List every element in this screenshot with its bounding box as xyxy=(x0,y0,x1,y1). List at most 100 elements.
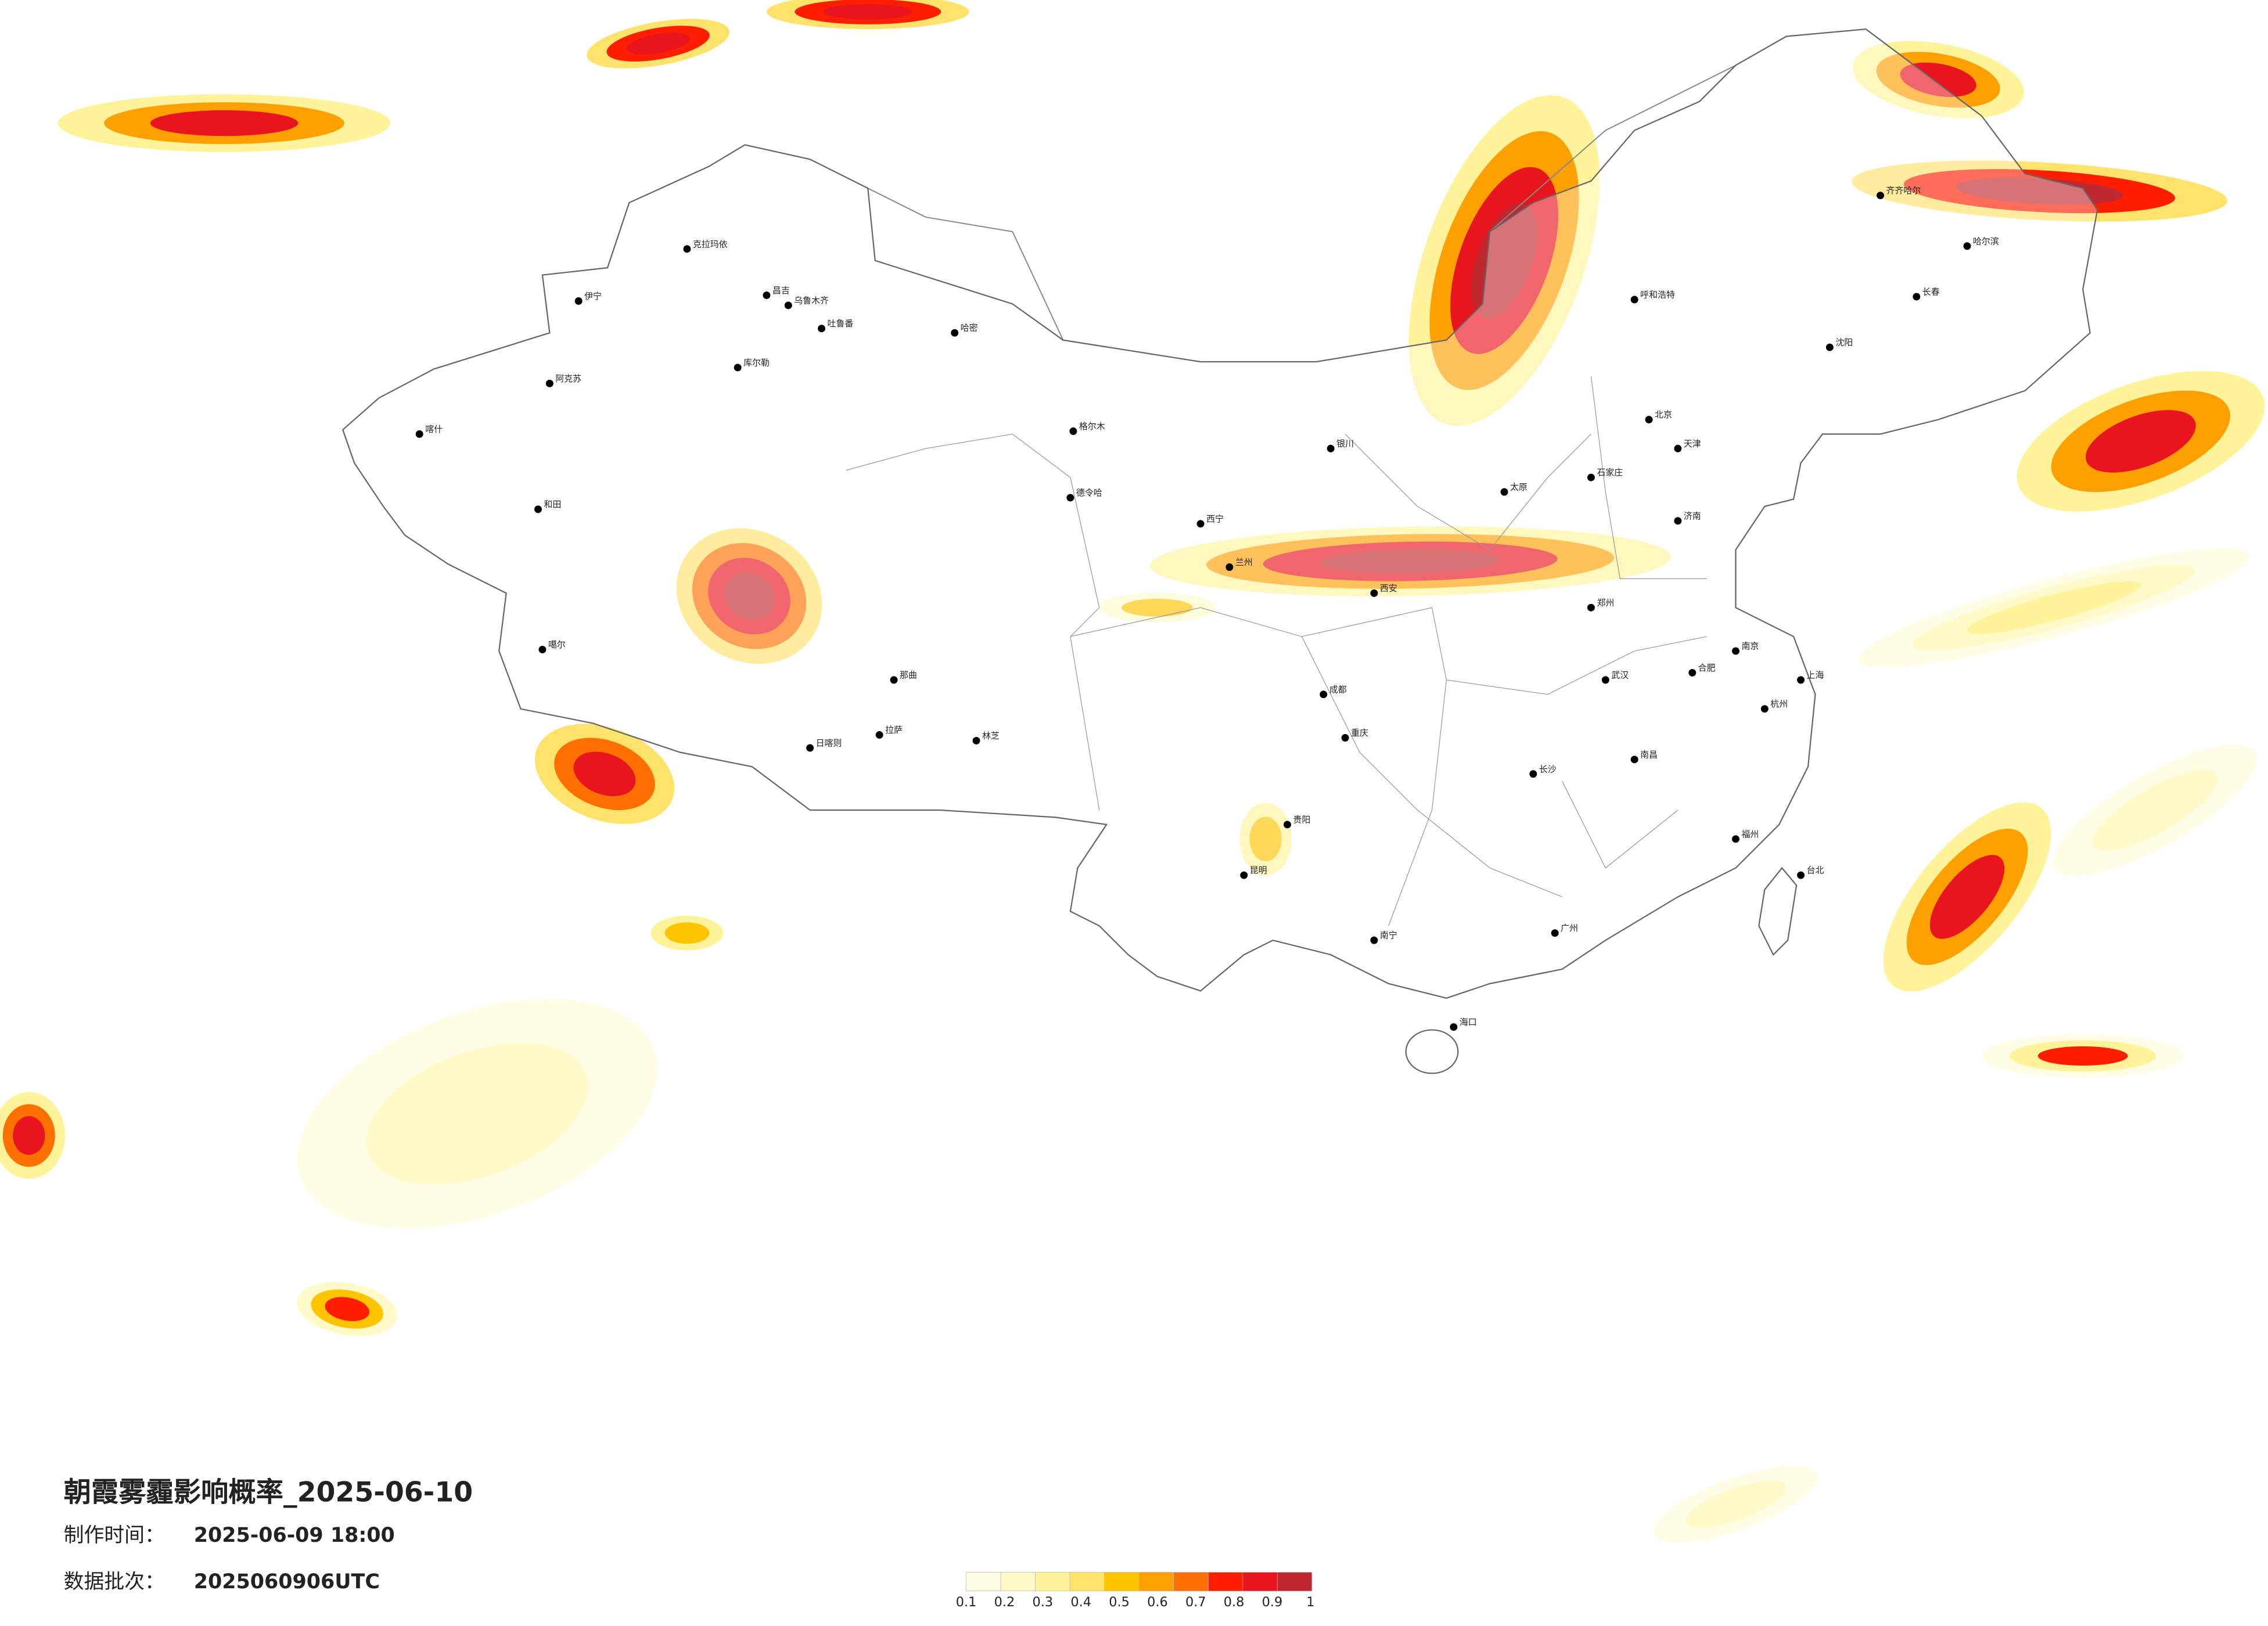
haze-patch xyxy=(1956,177,2123,205)
haze-patch xyxy=(1471,203,1538,318)
city-label: 西安 xyxy=(1380,583,1397,593)
city-label: 天津 xyxy=(1684,438,1701,449)
haze-patch xyxy=(366,1043,588,1185)
city-dot xyxy=(1320,690,1328,699)
batch-label: 数据批次： xyxy=(64,1570,165,1593)
haze-patch xyxy=(1320,549,1501,574)
city-dot xyxy=(1500,488,1508,496)
city-label: 上海 xyxy=(1807,670,1824,680)
city-dot xyxy=(1601,676,1609,684)
city-dot xyxy=(1760,705,1769,713)
haze-patch xyxy=(2086,410,2196,473)
city-label: 乌鲁木齐 xyxy=(794,295,829,305)
city-dot xyxy=(1825,343,1834,351)
city-label: 武汉 xyxy=(1611,670,1629,680)
city-label: 沈阳 xyxy=(1835,337,1853,348)
colorbar: 0.1 0.2 0.3 0.4 0.5 0.6 0.7 0.8 0.9 1 xyxy=(956,1572,1314,1610)
haze-patch xyxy=(626,33,690,55)
city-dot xyxy=(806,744,814,752)
haze-patch xyxy=(1249,816,1282,862)
city-dot xyxy=(1797,871,1805,879)
city-dot xyxy=(1674,517,1682,525)
haze-patch xyxy=(664,922,710,944)
colorbar-tick-label: 0.6 xyxy=(1147,1595,1168,1610)
city-dot xyxy=(1630,296,1638,304)
colorbar-tick-label: 0.2 xyxy=(994,1595,1015,1610)
colorbar-tick-label: 0.1 xyxy=(956,1595,977,1610)
haze-patch xyxy=(13,1116,45,1155)
city-dot xyxy=(1196,520,1205,528)
colorbar-tick-label: 0.9 xyxy=(1262,1595,1283,1610)
city-dot xyxy=(1529,770,1537,778)
colorbar-swatch xyxy=(1104,1572,1140,1592)
haze-patch xyxy=(822,4,913,20)
city-label: 拉萨 xyxy=(885,725,903,735)
city-dot xyxy=(545,379,553,387)
city-label: 伊宁 xyxy=(584,291,602,301)
haze-patch xyxy=(1900,62,1976,97)
city-label: 成都 xyxy=(1329,684,1347,695)
colorbar-swatch xyxy=(1035,1572,1070,1592)
city-label: 昌吉 xyxy=(772,285,790,296)
city-dot xyxy=(890,676,898,684)
city-dot xyxy=(951,329,959,337)
city-dot xyxy=(1370,936,1378,944)
city-dot xyxy=(1450,1023,1458,1031)
city-label: 长沙 xyxy=(1539,764,1557,774)
haze-patch xyxy=(1685,1480,1787,1528)
city-label: 南昌 xyxy=(1640,749,1658,760)
city-label: 贵阳 xyxy=(1293,814,1310,825)
haze-patch xyxy=(325,1297,370,1321)
colorbar-swatch xyxy=(966,1572,1001,1592)
city-label: 兰州 xyxy=(1235,557,1253,567)
city-label: 南京 xyxy=(1741,641,1759,652)
colorbar-swatch xyxy=(1000,1572,1036,1592)
city-dot xyxy=(818,325,826,333)
city-dot xyxy=(1732,647,1739,655)
city-label: 北京 xyxy=(1655,409,1672,420)
city-label: 昆明 xyxy=(1250,865,1267,876)
city-dot xyxy=(1797,676,1805,684)
haze-patch xyxy=(1967,581,2141,634)
city-dot xyxy=(1551,929,1559,937)
colorbar-tick-label: 0.4 xyxy=(1070,1595,1091,1610)
city-dot xyxy=(1240,871,1248,879)
mongolia-border xyxy=(867,64,1736,341)
city-label: 石家庄 xyxy=(1597,467,1623,478)
city-label: 哈密 xyxy=(961,323,978,333)
batch-value: 2025060906UTC xyxy=(194,1570,380,1593)
city-label: 格尔木 xyxy=(1079,421,1105,431)
province-borders xyxy=(846,376,1707,926)
city-dot xyxy=(538,646,547,654)
city-dot xyxy=(1069,427,1077,436)
city-dot xyxy=(1341,734,1349,742)
city-label: 广州 xyxy=(1561,923,1578,933)
colorbar-tick-label: 0.7 xyxy=(1185,1595,1206,1610)
city-label: 海口 xyxy=(1460,1017,1477,1027)
colorbar-swatch xyxy=(1069,1572,1105,1592)
haze-patch xyxy=(2037,1046,2128,1066)
haze-patch xyxy=(150,110,299,136)
city-label: 长春 xyxy=(1922,286,1940,297)
map-title: 朝霞雾霾影响概率_2025-06-10 xyxy=(64,1476,473,1508)
city-dot xyxy=(972,737,980,744)
city-dot xyxy=(1284,821,1291,829)
city-dot xyxy=(1370,589,1378,597)
city-label: 台北 xyxy=(1807,865,1824,876)
haze-patch xyxy=(724,572,775,620)
colorbar-swatch xyxy=(1173,1572,1209,1592)
city-dot xyxy=(1645,416,1653,424)
taiwan-outline xyxy=(1758,866,1798,956)
city-label: 日喀则 xyxy=(816,738,842,748)
colorbar-tick-label: 0.5 xyxy=(1109,1595,1130,1610)
city-dot xyxy=(734,364,742,372)
city-dot xyxy=(1688,668,1696,677)
city-dot xyxy=(1913,293,1921,301)
city-label: 和田 xyxy=(544,499,561,510)
city-dot xyxy=(1630,756,1638,764)
city-dot xyxy=(1587,473,1595,481)
city-dot xyxy=(1327,444,1335,452)
